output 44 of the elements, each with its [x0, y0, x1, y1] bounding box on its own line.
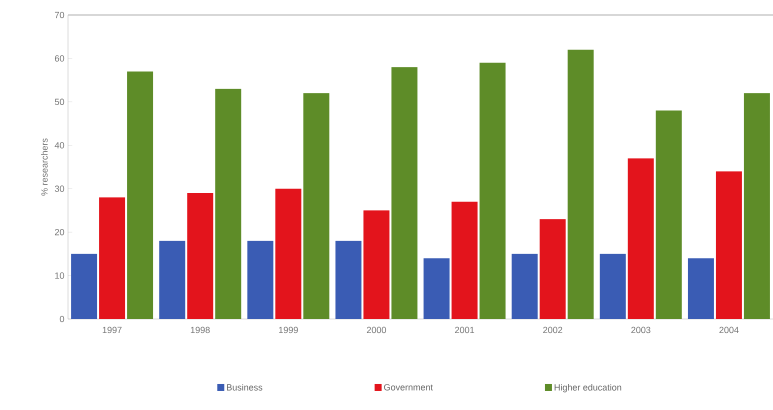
bar [600, 254, 626, 319]
bar [247, 240, 274, 319]
y-tick-label: 30 [54, 186, 64, 192]
bar [71, 254, 98, 319]
x-tick-label: 2003 [631, 326, 650, 334]
bar [744, 93, 770, 319]
y-tick-label: 20 [54, 228, 64, 236]
y-tick-label: 10 [55, 272, 64, 279]
bar [716, 171, 742, 319]
y-tick-label: 60 [54, 55, 64, 62]
bar [568, 50, 594, 319]
y-axis-title: % researchers [41, 138, 48, 196]
legend-label: Government [384, 384, 433, 390]
bar [628, 158, 654, 319]
x-tick-label: 2000 [366, 326, 386, 334]
x-tick-label: 2004 [719, 326, 739, 334]
x-tick-label: 2001 [455, 326, 474, 334]
bar [391, 67, 418, 319]
legend-label: Higher education [554, 384, 622, 392]
y-tick-label: 70 [54, 12, 64, 18]
x-tick-label: 1999 [279, 326, 298, 334]
y-tick-label: 0 [60, 316, 64, 322]
bar [159, 240, 186, 319]
bar [275, 188, 302, 319]
bar [424, 258, 450, 319]
x-tick-label: 2002 [543, 326, 562, 334]
bar [303, 93, 330, 319]
bar [480, 62, 506, 319]
bar [187, 193, 214, 319]
y-tick-label: 50 [54, 98, 64, 106]
bar [512, 254, 538, 319]
bar [452, 202, 478, 319]
bar [656, 110, 682, 319]
x-tick-label: 1998 [190, 326, 210, 334]
bar [99, 197, 126, 319]
y-tick-label: 40 [54, 142, 64, 148]
legend-label: Business [226, 384, 262, 391]
bar [363, 210, 390, 319]
bar [688, 258, 714, 319]
bar [215, 88, 242, 319]
bar [335, 240, 362, 319]
bar [127, 71, 154, 319]
bar [540, 219, 566, 319]
x-tick-label: 1997 [102, 326, 122, 334]
